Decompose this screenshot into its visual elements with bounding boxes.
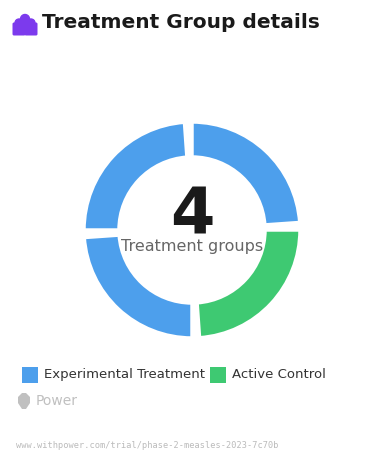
Text: Power: Power	[36, 394, 78, 408]
Circle shape	[20, 14, 30, 24]
FancyBboxPatch shape	[18, 20, 31, 33]
Wedge shape	[84, 122, 187, 230]
Text: Treatment groups: Treatment groups	[121, 239, 263, 253]
Circle shape	[15, 19, 23, 27]
FancyBboxPatch shape	[13, 22, 25, 35]
Text: www.withpower.com/trial/phase-2-measles-2023-7c70b: www.withpower.com/trial/phase-2-measles-…	[16, 440, 278, 450]
Text: 4: 4	[170, 185, 214, 247]
Wedge shape	[197, 230, 300, 338]
Circle shape	[27, 19, 35, 27]
FancyBboxPatch shape	[22, 367, 38, 383]
Wedge shape	[192, 122, 300, 225]
Text: ★: ★	[14, 13, 15, 14]
FancyBboxPatch shape	[210, 367, 226, 383]
Polygon shape	[18, 393, 30, 409]
Text: Treatment Group details: Treatment Group details	[42, 13, 320, 32]
Wedge shape	[84, 235, 192, 338]
Text: Active Control: Active Control	[232, 367, 326, 380]
FancyBboxPatch shape	[25, 22, 38, 35]
Text: Experimental Treatment: Experimental Treatment	[44, 367, 205, 380]
